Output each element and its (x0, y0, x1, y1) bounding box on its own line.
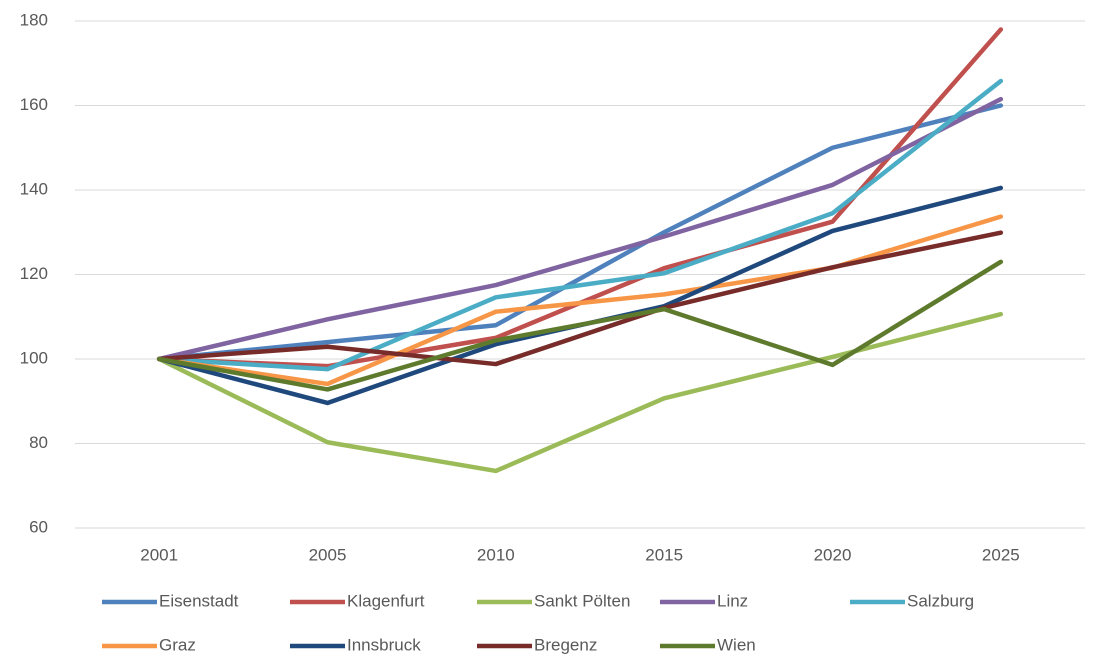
series-line (156, 185, 1004, 406)
y-tick-label: 160 (20, 95, 48, 114)
legend-label: Salzburg (907, 591, 974, 610)
x-tick-label: 2020 (814, 545, 852, 564)
y-tick-label: 180 (20, 10, 48, 29)
legend-label: Eisenstadt (159, 591, 239, 610)
x-tick-label: 2001 (140, 545, 178, 564)
series-line (156, 259, 1004, 392)
x-tick-label: 2025 (982, 545, 1020, 564)
legend-label: Bregenz (534, 635, 597, 654)
series-line (156, 103, 1004, 362)
series-line (156, 27, 1004, 369)
legend-label: Wien (717, 635, 756, 654)
x-tick-label: 2010 (477, 545, 515, 564)
x-tick-label: 2015 (645, 545, 683, 564)
legend-label: Linz (717, 591, 748, 610)
x-tick-label: 2005 (309, 545, 347, 564)
y-tick-label: 140 (20, 179, 48, 198)
series-line (156, 230, 1004, 367)
series-line (156, 214, 1004, 387)
y-tick-label: 80 (29, 433, 48, 452)
legend-label: Innsbruck (347, 635, 421, 654)
legend-label: Klagenfurt (347, 591, 425, 610)
series-line (156, 96, 1004, 362)
y-tick-label: 60 (29, 517, 48, 536)
y-tick-label: 120 (20, 264, 48, 283)
legend-label: Graz (159, 635, 196, 654)
series-line (156, 78, 1004, 372)
y-tick-label: 100 (20, 348, 48, 367)
legend-label: Sankt Pölten (534, 591, 630, 610)
